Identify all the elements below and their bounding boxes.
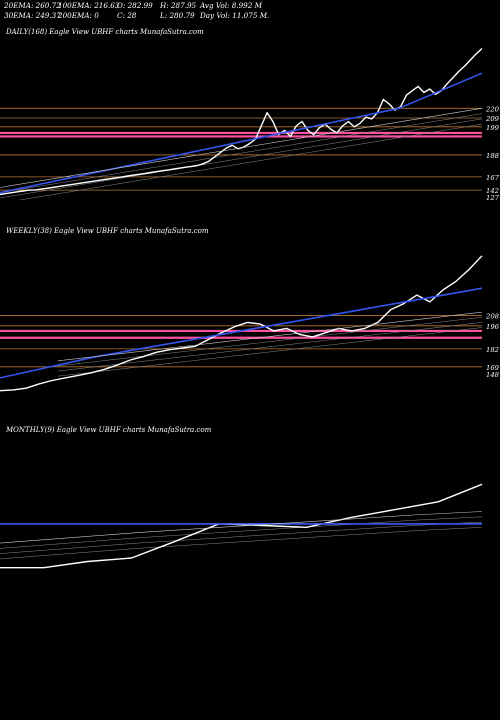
daily-y-tick-label: 220 bbox=[485, 105, 500, 113]
daily-ema-fan-line-2 bbox=[0, 118, 483, 199]
ema100-readout: 100EMA: 216.63 bbox=[58, 1, 120, 10]
daily-y-tick-label: 127 bbox=[486, 194, 500, 200]
daily-ema-fan-line-3 bbox=[18, 123, 483, 200]
daily-ema-fan-line-1 bbox=[0, 113, 483, 193]
daily-ema-slow-line bbox=[0, 108, 483, 188]
low-readout: L: 280.79 bbox=[160, 11, 195, 20]
weekly-ema-fan-line-3 bbox=[57, 327, 483, 377]
ema200-readout: 200EMA: 0 bbox=[58, 11, 99, 20]
weekly-y-tick-label: 196 bbox=[486, 323, 500, 331]
ema30-readout: 30EMA: 249.37 bbox=[4, 11, 61, 20]
monthly-panel-title: MONTHLY(9) Eagle View UBHF charts Munafa… bbox=[6, 426, 212, 434]
daily-ema-fast-line bbox=[0, 72, 483, 194]
weekly-y-tick-label: 148 bbox=[486, 371, 500, 379]
weekly-y-tick-label: 169 bbox=[486, 364, 500, 372]
avg-vol-readout: Avg Vol: 8.992 M bbox=[200, 1, 262, 10]
daily-y-tick-label: 209 bbox=[485, 115, 500, 123]
weekly-ema-fast-line bbox=[0, 287, 483, 379]
monthly-chart bbox=[0, 483, 483, 569]
close-readout: C: 28 bbox=[117, 11, 137, 20]
monthly-ema-fan-line-3 bbox=[0, 527, 483, 560]
weekly-ema-fan-line-1 bbox=[57, 317, 483, 367]
monthly-ema-slow-line bbox=[0, 511, 483, 544]
monthly-ema-fan-line-1 bbox=[0, 516, 483, 549]
daily-price-line bbox=[0, 47, 483, 196]
monthly-ema-fan-line-2 bbox=[0, 521, 483, 554]
chart-header: 20EMA: 260.72 100EMA: 216.63 O: 282.99 H… bbox=[0, 0, 500, 24]
ema20-readout: 20EMA: 260.72 bbox=[4, 1, 61, 10]
weekly-price-line bbox=[0, 255, 483, 392]
open-readout: O: 282.99 bbox=[117, 1, 153, 10]
weekly-ema-fan-line-2 bbox=[57, 322, 483, 372]
daily-y-tick-label: 199 bbox=[486, 124, 500, 132]
daily-panel-title: DAILY(168) Eagle View UBHF charts Munafa… bbox=[6, 28, 204, 36]
high-readout: H: 287.95 bbox=[160, 1, 197, 10]
weekly-ema-slow-line bbox=[57, 311, 483, 362]
weekly-y-tick-label: 182 bbox=[486, 346, 499, 354]
daily-y-tick-label: 142 bbox=[486, 187, 499, 195]
daily-y-tick-label: 188 bbox=[486, 152, 500, 160]
weekly-panel-title: WEEKLY(38) Eagle View UBHF charts Munafa… bbox=[6, 227, 209, 235]
monthly-price-line bbox=[0, 483, 483, 569]
weekly-y-tick-label: 208 bbox=[485, 313, 500, 321]
daily-y-tick-label: 167 bbox=[486, 174, 500, 182]
day-vol-readout: Day Vol: 11.075 M. bbox=[200, 11, 270, 20]
